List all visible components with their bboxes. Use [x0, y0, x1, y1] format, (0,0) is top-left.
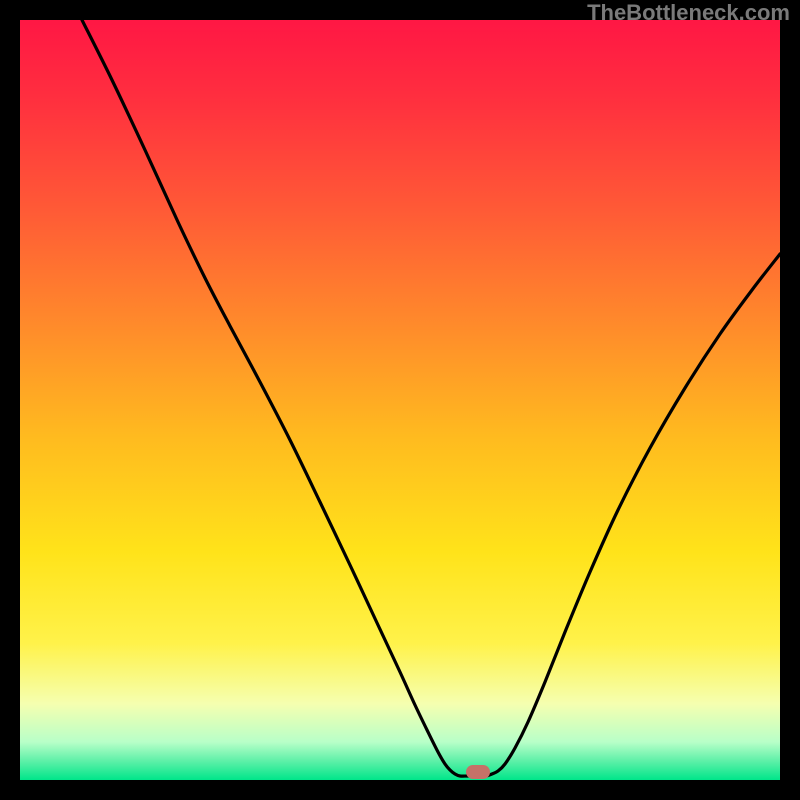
watermark-label: TheBottleneck.com: [587, 0, 790, 26]
optimal-point-marker: [466, 765, 490, 779]
chart-background-gradient: [20, 20, 780, 780]
bottleneck-chart: [0, 0, 800, 800]
